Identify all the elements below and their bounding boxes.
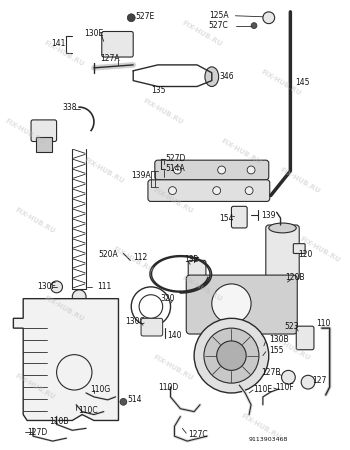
Text: 127: 127 xyxy=(312,376,326,385)
Text: 141: 141 xyxy=(52,39,66,48)
Text: 145: 145 xyxy=(295,78,310,87)
FancyBboxPatch shape xyxy=(155,160,269,180)
Text: 111: 111 xyxy=(97,283,111,292)
Text: 139: 139 xyxy=(261,211,275,220)
FancyBboxPatch shape xyxy=(293,243,305,253)
Text: FIX-HUB.RU: FIX-HUB.RU xyxy=(181,275,223,303)
Text: 527D: 527D xyxy=(166,154,186,163)
Text: 520A: 520A xyxy=(99,250,119,259)
FancyBboxPatch shape xyxy=(266,225,299,280)
Text: 110C: 110C xyxy=(78,406,98,415)
Circle shape xyxy=(51,281,63,293)
Text: FIX-HUB.RU: FIX-HUB.RU xyxy=(83,157,125,185)
Text: 338: 338 xyxy=(63,103,77,112)
Text: FIX-HUB.RU: FIX-HUB.RU xyxy=(14,206,56,234)
Circle shape xyxy=(213,187,220,194)
Text: 140: 140 xyxy=(168,332,182,341)
Text: 110D: 110D xyxy=(158,382,178,392)
Circle shape xyxy=(212,284,251,323)
Text: 320: 320 xyxy=(161,294,175,303)
Text: FIX-HUB.RU: FIX-HUB.RU xyxy=(259,69,302,96)
Text: 155: 155 xyxy=(269,346,283,355)
FancyBboxPatch shape xyxy=(36,137,52,152)
Circle shape xyxy=(174,166,181,174)
Text: 130C: 130C xyxy=(125,317,145,326)
Circle shape xyxy=(120,398,127,405)
FancyBboxPatch shape xyxy=(141,318,163,336)
Circle shape xyxy=(169,187,176,194)
Text: 120B: 120B xyxy=(286,273,305,282)
Text: 110F: 110F xyxy=(276,382,294,392)
Circle shape xyxy=(251,22,257,28)
Text: 527C: 527C xyxy=(209,21,229,30)
FancyBboxPatch shape xyxy=(186,275,297,334)
Circle shape xyxy=(218,166,225,174)
Circle shape xyxy=(263,12,275,24)
Text: 523: 523 xyxy=(285,322,299,331)
Text: FIX-HUB.RU: FIX-HUB.RU xyxy=(142,98,184,126)
Circle shape xyxy=(127,14,135,22)
Text: FIX-HUB.RU: FIX-HUB.RU xyxy=(220,137,262,165)
Text: 9113903468: 9113903468 xyxy=(249,436,288,441)
Circle shape xyxy=(247,166,255,174)
Circle shape xyxy=(217,341,246,370)
Text: 130E: 130E xyxy=(84,29,103,38)
Text: 130B: 130B xyxy=(269,335,288,344)
Text: 110B: 110B xyxy=(49,417,68,426)
Text: FIX-HUB.RU: FIX-HUB.RU xyxy=(43,39,85,67)
Text: 127C: 127C xyxy=(188,430,208,439)
Text: 346: 346 xyxy=(220,72,234,81)
FancyBboxPatch shape xyxy=(31,120,57,141)
Text: 130F: 130F xyxy=(37,283,56,292)
Text: FIX-HUB.RU: FIX-HUB.RU xyxy=(14,373,56,401)
Text: FIX-HUB.RU: FIX-HUB.RU xyxy=(181,19,223,47)
Text: FIX-HUB.RU: FIX-HUB.RU xyxy=(269,334,312,362)
Text: 127D: 127D xyxy=(27,428,47,437)
Ellipse shape xyxy=(269,223,296,233)
Text: FIX-HUB.RU: FIX-HUB.RU xyxy=(240,413,282,440)
Ellipse shape xyxy=(205,67,219,86)
Text: 154: 154 xyxy=(220,214,234,223)
Text: FIX-HUB.RU: FIX-HUB.RU xyxy=(152,187,194,214)
Text: 527E: 527E xyxy=(135,12,154,21)
Circle shape xyxy=(204,328,259,383)
FancyBboxPatch shape xyxy=(148,180,270,202)
Circle shape xyxy=(245,187,253,194)
FancyBboxPatch shape xyxy=(102,32,133,57)
Text: FIX-HUB.RU: FIX-HUB.RU xyxy=(152,354,194,381)
Text: FIX-HUB.RU: FIX-HUB.RU xyxy=(279,167,321,195)
Text: 110E: 110E xyxy=(253,385,272,394)
Text: 120: 120 xyxy=(298,250,313,259)
Text: FIX-HUB.RU: FIX-HUB.RU xyxy=(4,118,46,146)
Text: 127A: 127A xyxy=(100,54,119,63)
FancyBboxPatch shape xyxy=(231,207,247,228)
Circle shape xyxy=(194,318,269,393)
Text: FIX-HUB.RU: FIX-HUB.RU xyxy=(112,245,154,273)
Text: 127B: 127B xyxy=(261,368,280,377)
Text: 125A: 125A xyxy=(209,11,229,20)
Text: FIX-HUB.RU: FIX-HUB.RU xyxy=(299,236,341,263)
Text: 514A: 514A xyxy=(166,163,186,172)
Text: 139A: 139A xyxy=(131,171,151,180)
Text: FIX-HUB.RU: FIX-HUB.RU xyxy=(43,295,85,322)
FancyBboxPatch shape xyxy=(188,261,206,282)
Text: 132: 132 xyxy=(184,255,199,264)
Text: 514: 514 xyxy=(127,396,142,405)
Circle shape xyxy=(301,375,315,389)
Polygon shape xyxy=(13,299,118,420)
Text: 110: 110 xyxy=(316,319,330,328)
Text: 135: 135 xyxy=(151,86,166,95)
FancyBboxPatch shape xyxy=(296,326,314,350)
Text: 110G: 110G xyxy=(90,385,110,394)
Text: 112: 112 xyxy=(133,253,147,262)
Circle shape xyxy=(281,370,295,384)
Circle shape xyxy=(72,290,86,304)
